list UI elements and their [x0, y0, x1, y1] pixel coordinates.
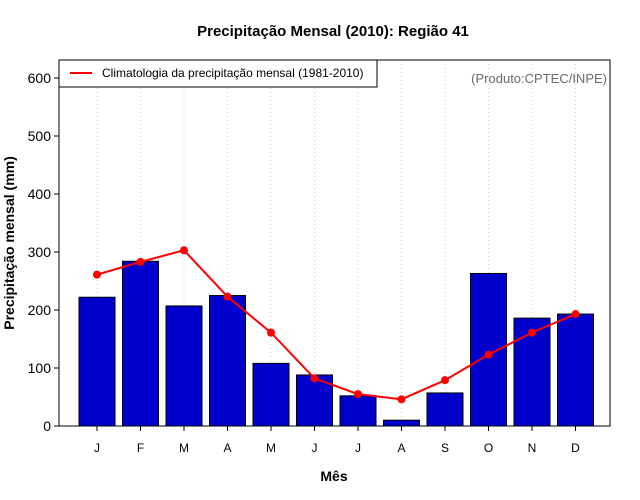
y-tick-label: 200 — [28, 302, 52, 318]
legend-box — [58, 59, 378, 88]
y-axis: 0 100 200 300 400 500 600 — [28, 70, 59, 434]
legend: Climatologia da precipitação mensal (198… — [58, 59, 378, 88]
y-tick-label: 400 — [28, 186, 52, 202]
climatology-point-1 — [93, 270, 101, 279]
x-tick-label: F — [137, 441, 144, 455]
x-tick-label: N — [528, 441, 537, 455]
climatology-point-5 — [267, 328, 275, 337]
climatology-point-6 — [310, 374, 319, 383]
x-tick-label: M — [179, 441, 189, 455]
climatology-point-9 — [441, 376, 449, 385]
x-tick-label: A — [397, 441, 405, 455]
bar-7 — [339, 395, 377, 427]
bar-12 — [557, 313, 594, 427]
bar-2 — [122, 260, 159, 427]
bar-3 — [165, 305, 203, 427]
climatology-point-7 — [354, 390, 362, 399]
bar-8 — [383, 419, 420, 427]
climatology-point-12 — [571, 310, 580, 319]
x-tick-label: J — [94, 441, 100, 455]
bar-1 — [78, 296, 116, 427]
y-tick-label: 100 — [28, 360, 52, 376]
bar-4 — [209, 295, 246, 427]
y-tick-label: 300 — [28, 244, 52, 260]
source-annotation: (Produto:CPTEC/INPE) — [471, 71, 607, 86]
y-tick-label: 0 — [43, 418, 51, 434]
x-tick-label: J — [312, 441, 318, 455]
x-tick-label: J — [355, 441, 361, 455]
climatology-line — [96, 249, 576, 401]
x-tick-label: S — [441, 441, 449, 455]
climatology-point-10 — [484, 350, 493, 359]
legend-entry-climatology: Climatologia da precipitação mensal (198… — [102, 66, 363, 80]
x-tick-label: O — [484, 441, 493, 455]
climatology-line-series — [93, 246, 580, 404]
bar-9 — [426, 392, 464, 427]
climatology-point-2 — [136, 257, 145, 266]
climatology-point-4 — [223, 292, 232, 301]
chart-title: Precipitação Mensal (2010): Região 41 — [197, 23, 469, 40]
y-tick-label: 600 — [28, 70, 52, 86]
climatology-point-11 — [528, 328, 536, 337]
climatology-point-3 — [180, 246, 188, 255]
y-tick-label: 500 — [28, 128, 52, 144]
x-axis-label: Mês — [320, 468, 347, 484]
x-tick-label: M — [266, 441, 276, 455]
x-tick-label: A — [223, 441, 231, 455]
climatology-point-8 — [397, 395, 406, 404]
bar-10 — [470, 272, 507, 427]
y-axis-label: Precipitação mensal (mm) — [1, 156, 17, 330]
bar-series — [78, 260, 594, 427]
x-tick-label: D — [571, 441, 580, 455]
bar-5 — [252, 362, 290, 427]
